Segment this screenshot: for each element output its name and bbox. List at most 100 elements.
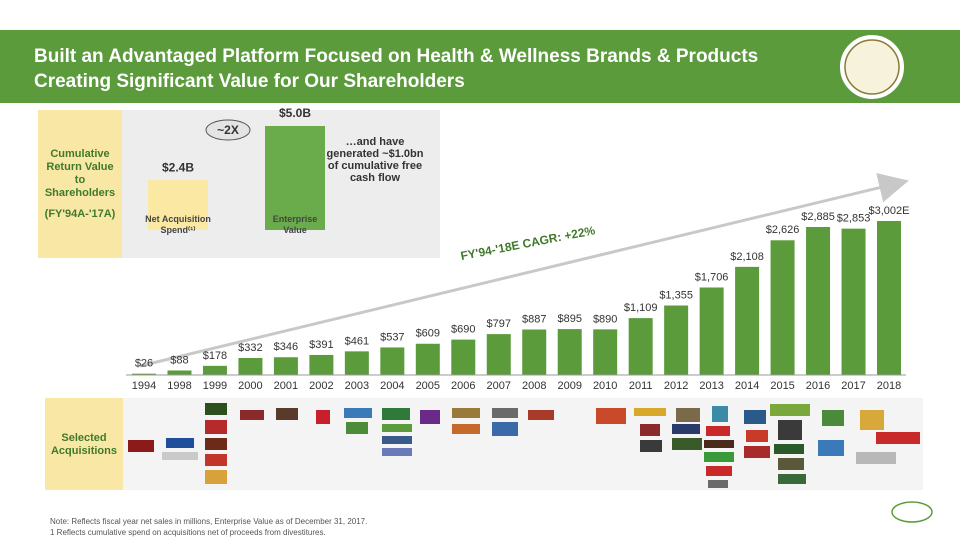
bar bbox=[699, 287, 724, 375]
value-label: $26 bbox=[135, 358, 153, 370]
acquisition-logo bbox=[492, 422, 518, 436]
value-label: $2,108 bbox=[730, 251, 764, 263]
bar bbox=[628, 318, 653, 375]
footnote: Note: Reflects fiscal year net sales in … bbox=[50, 517, 367, 526]
footnote: 1 Reflects cumulative spend on acquisiti… bbox=[50, 528, 326, 537]
return-box bbox=[38, 110, 122, 258]
value-label: $1,355 bbox=[659, 289, 693, 301]
acquisition-logo bbox=[205, 454, 227, 466]
company-logo-inner bbox=[844, 39, 900, 95]
value-label: $178 bbox=[203, 350, 227, 362]
x-tick-label: 2011 bbox=[629, 380, 653, 392]
category-label-box: Enterprise Value bbox=[272, 214, 318, 235]
acquisition-logo bbox=[316, 410, 330, 424]
bar bbox=[202, 365, 227, 375]
acquisition-logo bbox=[382, 408, 410, 420]
acquisition-logo bbox=[778, 458, 804, 470]
value-label: $890 bbox=[593, 313, 617, 325]
acquisition-logo bbox=[860, 410, 884, 430]
acquisition-logo bbox=[778, 420, 802, 440]
bar bbox=[806, 227, 831, 375]
acquisitions-label-box bbox=[45, 398, 123, 490]
x-tick-label: 2010 bbox=[593, 380, 617, 392]
x-tick-label: 1998 bbox=[167, 380, 191, 392]
x-tick-label: 2007 bbox=[487, 380, 511, 392]
value-label: $88 bbox=[170, 354, 188, 366]
value-label: $537 bbox=[380, 331, 404, 343]
bar bbox=[265, 126, 325, 230]
acquisition-logo bbox=[704, 440, 734, 448]
acquisition-logo bbox=[704, 452, 734, 462]
bar bbox=[877, 221, 901, 375]
acquisition-logo bbox=[205, 438, 227, 450]
acquisition-logo bbox=[876, 432, 920, 444]
acquisition-logo bbox=[528, 410, 554, 420]
bar bbox=[273, 357, 298, 375]
bar bbox=[593, 329, 618, 375]
x-tick-label: 2017 bbox=[841, 380, 865, 392]
value-label: $895 bbox=[557, 313, 581, 325]
acquisition-logo bbox=[708, 480, 728, 488]
acquisition-logo bbox=[240, 410, 264, 420]
value-label: $5.0B bbox=[279, 106, 311, 120]
acquisition-logo bbox=[276, 408, 298, 420]
page-number-oval bbox=[891, 501, 933, 523]
acquisition-logo bbox=[676, 408, 700, 422]
bar bbox=[344, 351, 369, 375]
acquisition-logo bbox=[744, 410, 766, 424]
acquisition-logo bbox=[452, 424, 480, 434]
x-tick-label: 1994 bbox=[132, 380, 156, 392]
acquisition-logo bbox=[166, 438, 194, 448]
acquisition-logo bbox=[420, 410, 440, 424]
acquisition-logo bbox=[492, 408, 518, 418]
x-tick-label: 2003 bbox=[345, 380, 369, 392]
acquisition-logo bbox=[706, 466, 732, 476]
bar bbox=[664, 305, 689, 375]
value-label: $1,706 bbox=[695, 271, 729, 283]
bar bbox=[557, 329, 582, 375]
acquisition-logo bbox=[778, 474, 806, 484]
acquisition-logo bbox=[382, 436, 412, 444]
x-tick-label: 2018 bbox=[877, 380, 901, 392]
category-label: Enterprise Value bbox=[272, 214, 318, 235]
acquisition-logo bbox=[596, 408, 626, 424]
bar bbox=[380, 347, 405, 375]
acquisition-logo bbox=[205, 470, 227, 484]
acquisition-logo bbox=[746, 430, 768, 442]
bar bbox=[486, 334, 511, 375]
multiplier-oval bbox=[205, 119, 251, 141]
acquisition-logo bbox=[770, 404, 810, 416]
return-period: (FY'94A-'17A) bbox=[45, 208, 116, 220]
bar bbox=[735, 266, 760, 375]
bar bbox=[841, 228, 866, 375]
value-label: $2,626 bbox=[766, 224, 800, 236]
note-text-box: …and have generated ~$1.0bn of cumulativ… bbox=[327, 136, 424, 184]
slide-title: Creating Significant Value for Our Share… bbox=[34, 71, 465, 92]
acquisition-logo bbox=[672, 424, 700, 434]
return-label: to bbox=[75, 174, 86, 186]
x-tick-label: 1999 bbox=[203, 380, 227, 392]
acquisition-logo bbox=[452, 408, 480, 418]
x-tick-label: 2006 bbox=[451, 380, 475, 392]
x-tick-label: 2013 bbox=[699, 380, 723, 392]
acquisition-logo bbox=[382, 424, 412, 432]
x-tick-label: 2004 bbox=[380, 380, 404, 392]
x-tick-label: 2008 bbox=[522, 380, 546, 392]
acquisition-logo bbox=[205, 403, 227, 415]
acquisition-logo bbox=[672, 438, 702, 450]
value-label: $609 bbox=[416, 328, 440, 340]
acquisition-logo bbox=[128, 440, 154, 452]
category-label-box: Net Acquisition Spend⁽¹⁾ bbox=[145, 214, 211, 235]
acquisition-logo bbox=[706, 426, 730, 436]
x-tick-label: 2000 bbox=[238, 380, 262, 392]
x-tick-label: 2002 bbox=[309, 380, 333, 392]
acquisition-logo bbox=[346, 422, 368, 434]
acquisition-logo bbox=[382, 448, 412, 456]
acquisitions-label: Selected Acquisitions bbox=[50, 432, 117, 457]
acquisition-logo bbox=[774, 444, 804, 454]
x-tick-label: 2016 bbox=[806, 380, 830, 392]
bar bbox=[309, 354, 334, 375]
return-label: Cumulative bbox=[50, 148, 109, 160]
